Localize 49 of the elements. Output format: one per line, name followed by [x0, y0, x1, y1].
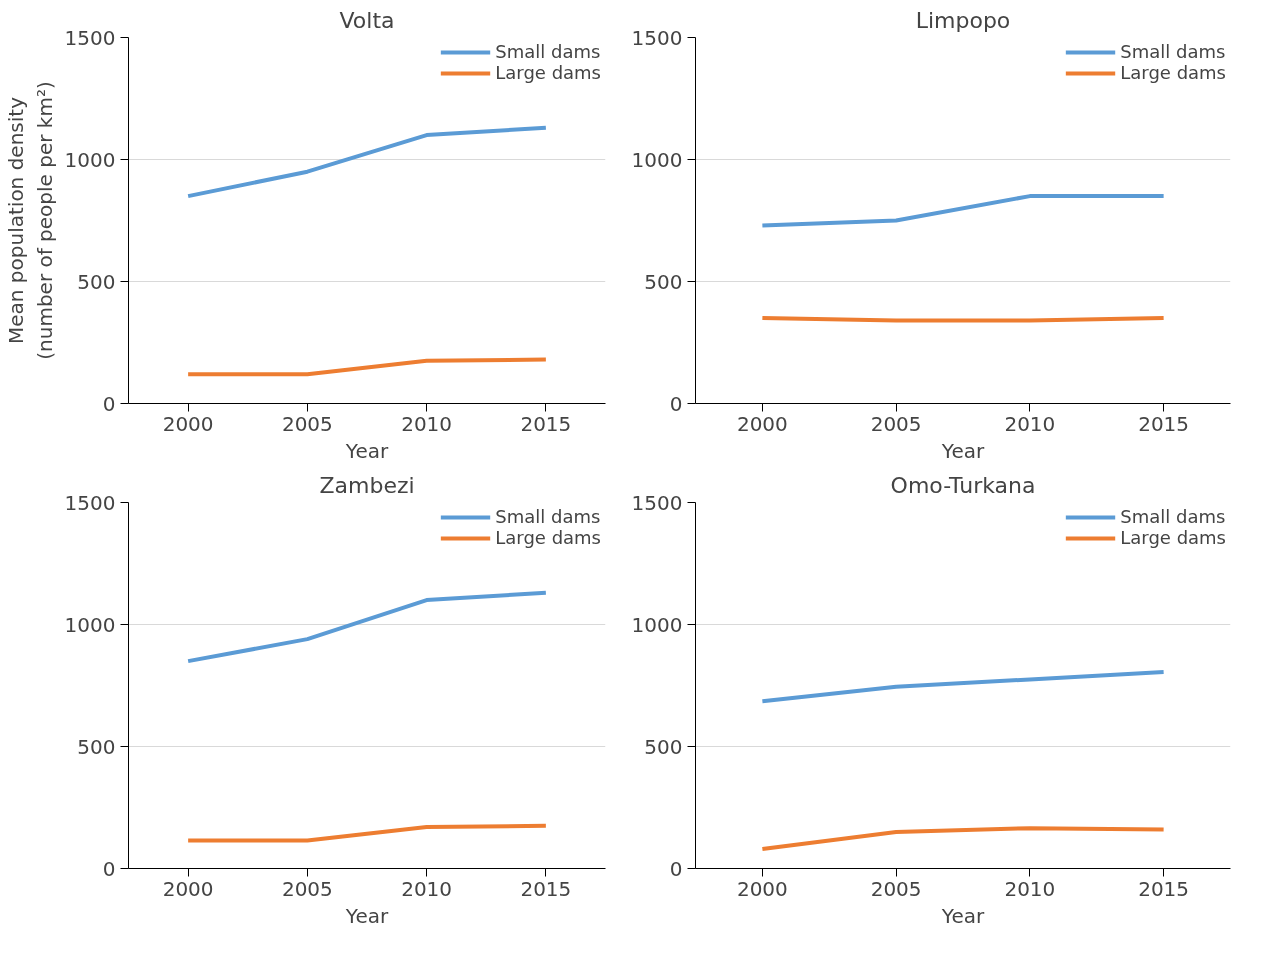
- y-tick-label: 1500: [64, 490, 116, 515]
- y-tick-label: 1000: [631, 147, 683, 172]
- legend-label: Small dams: [1120, 506, 1226, 527]
- x-tick-label: 2010: [401, 876, 453, 901]
- y-tick-label: 1500: [631, 490, 683, 515]
- y-tick-label: 500: [644, 269, 683, 294]
- y-tick-label: 0: [102, 856, 116, 881]
- legend-label: Large dams: [495, 527, 601, 548]
- chart-title: Limpopo: [915, 7, 1011, 33]
- y-tick-label: 0: [669, 391, 683, 416]
- y-tick-label: 500: [77, 269, 116, 294]
- x-tick-label: 2000: [162, 876, 214, 901]
- x-tick-label: 2010: [401, 411, 453, 436]
- legend-label: Large dams: [495, 62, 601, 83]
- x-tick-label: 2000: [162, 411, 214, 436]
- x-tick-label: 2010: [1004, 411, 1056, 436]
- x-tick-label: 2015: [1138, 411, 1190, 436]
- x-tick-label: 2010: [1004, 876, 1056, 901]
- y-tick-label: 0: [102, 391, 116, 416]
- x-axis-title: Year: [940, 438, 985, 463]
- y-tick-label: 1500: [64, 25, 116, 50]
- y-axis-title: Mean population density (number of people per km²): [3, 81, 57, 360]
- y-tick-label: 1000: [64, 612, 116, 637]
- y-tick-label: 500: [77, 734, 116, 759]
- x-axis-title: Year: [940, 903, 985, 928]
- legend-label: Small dams: [495, 506, 601, 527]
- x-tick-label: 2000: [736, 411, 788, 436]
- legend-label: Large dams: [1120, 527, 1226, 548]
- x-tick-label: 2005: [281, 876, 333, 901]
- y-tick-label: 0: [669, 856, 683, 881]
- legend-label: Large dams: [1120, 62, 1226, 83]
- x-tick-label: 2015: [1138, 876, 1190, 901]
- y-tick-label: 1000: [64, 147, 116, 172]
- y-tick-label: 1500: [631, 25, 683, 50]
- x-axis-title: Year: [344, 903, 389, 928]
- chart-title: Omo-Turkana: [890, 472, 1036, 498]
- legend-label: Small dams: [1120, 41, 1226, 62]
- x-tick-label: 2005: [281, 411, 333, 436]
- chart-title: Volta: [339, 7, 395, 33]
- x-tick-label: 2015: [520, 411, 572, 436]
- x-tick-label: 2005: [870, 876, 922, 901]
- y-tick-label: 500: [644, 734, 683, 759]
- y-tick-label: 1000: [631, 612, 683, 637]
- legend-label: Small dams: [495, 41, 601, 62]
- x-tick-label: 2015: [520, 876, 572, 901]
- x-tick-label: 2000: [736, 876, 788, 901]
- chart-title: Zambezi: [319, 472, 415, 498]
- x-tick-label: 2005: [870, 411, 922, 436]
- x-axis-title: Year: [344, 438, 389, 463]
